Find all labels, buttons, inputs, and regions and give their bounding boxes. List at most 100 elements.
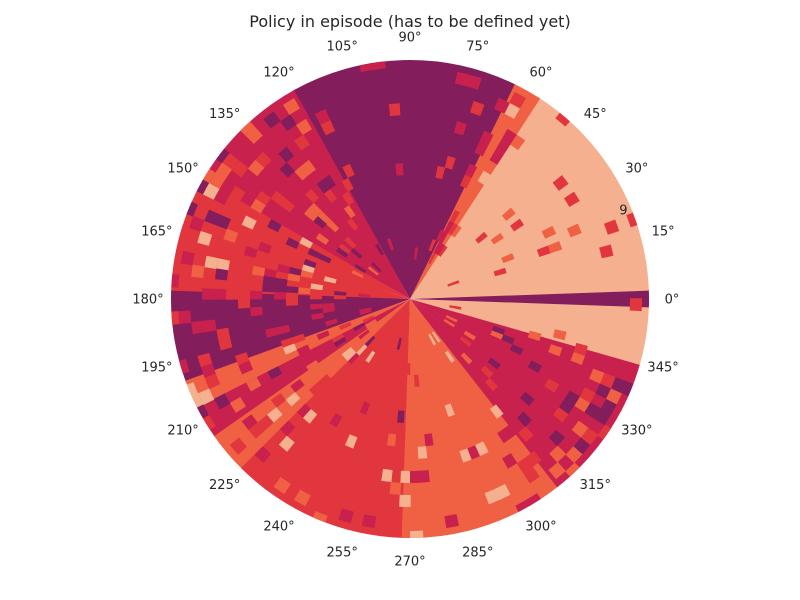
policy-cell-225 — [312, 510, 328, 523]
policy-cell-158 — [171, 311, 180, 325]
policy-cell-85 — [367, 266, 379, 276]
theta-tick-label-105: 105° — [327, 39, 358, 54]
policy-cell-207 — [229, 437, 248, 455]
policy-cell-194 — [229, 397, 246, 413]
policy-cell-253 — [431, 331, 441, 343]
policy-cell-61 — [322, 174, 336, 190]
policy-cell-18 — [451, 225, 462, 238]
policy-cell-292 — [595, 382, 612, 399]
policy-cell-116 — [223, 228, 239, 243]
policy-cell-307 — [629, 298, 642, 312]
policy-cell-10 — [563, 191, 580, 207]
policy-cell-171 — [179, 359, 190, 374]
theta-tick-labels: 0° 15° 30° 45° 60° 75° 90° 105° 120° 135° 150° 165°… — [132, 31, 679, 570]
policy-cell-210 — [308, 381, 323, 396]
policy-cell-15 — [501, 207, 516, 221]
policy-cell-195 — [203, 415, 216, 430]
policy-cell-252 — [526, 493, 541, 506]
policy-cell-190 — [213, 393, 231, 410]
policy-cell-105 — [196, 179, 210, 195]
policy-cell-222 — [294, 489, 311, 507]
policy-cell-111 — [215, 214, 231, 230]
policy-cell-216 — [254, 446, 272, 464]
policy-cell-236 — [410, 470, 421, 483]
policy-cell-49 — [371, 61, 386, 70]
theta-tick-label-150: 150° — [167, 162, 198, 177]
policy-cell-100 — [202, 168, 216, 184]
policy-cell-59 — [282, 98, 300, 115]
policy-cell-168 — [359, 309, 373, 316]
policy-cell-247 — [475, 441, 489, 457]
policy-cell-87 — [280, 198, 295, 213]
policy-cell-188 — [267, 366, 283, 380]
policy-cell-279 — [597, 424, 611, 440]
policy-cell-144 — [310, 293, 323, 300]
policy-sector-13 — [410, 299, 559, 506]
policy-cell-101 — [299, 237, 314, 249]
policy-cell-41 — [444, 155, 456, 170]
policy-cell-181 — [186, 382, 199, 397]
policy-cell-55 — [341, 177, 354, 192]
policy-cell-208 — [344, 349, 357, 362]
policy-cell-17 — [438, 245, 448, 257]
policy-cell-130 — [180, 250, 195, 266]
policy-cell-276 — [571, 420, 589, 438]
policy-cell-186 — [352, 322, 366, 332]
policy-cell-269 — [548, 429, 566, 447]
policy-cell-103 — [213, 189, 230, 206]
policy-cell-153 — [238, 299, 251, 309]
policy-cell-145 — [286, 292, 299, 300]
policy-cell-303 — [527, 330, 542, 342]
policy-cell-73 — [245, 126, 263, 144]
policy-cell-275 — [552, 406, 569, 423]
policy-cell-288 — [579, 387, 596, 403]
policy-cell-196 — [366, 320, 378, 330]
policy-sector-7 — [171, 290, 410, 383]
policy-cell-40 — [469, 100, 485, 117]
policy-cell-150 — [213, 288, 227, 300]
policy-cell-277 — [580, 427, 599, 446]
policy-cell-164 — [359, 307, 372, 313]
policy-cell-148 — [238, 289, 251, 300]
policy-cell-184 — [198, 388, 215, 406]
theta-tick-label-195: 195° — [141, 360, 172, 375]
policy-cell-34 — [460, 174, 472, 189]
policy-cell-215 — [279, 420, 296, 437]
policy-cell-243 — [444, 403, 455, 417]
policy-cell-146 — [273, 291, 287, 300]
policy-cell-5 — [603, 219, 620, 235]
policy-cell-86 — [338, 243, 351, 255]
policy-cell-78 — [317, 211, 331, 225]
policy-cell-257 — [523, 466, 540, 484]
policy-sector-1 — [410, 97, 649, 300]
policy-cell-121 — [323, 276, 337, 284]
policy-cell-298 — [610, 377, 627, 394]
policy-cell-147 — [250, 290, 263, 300]
policy-cell-304 — [573, 342, 588, 356]
policy-cell-166 — [265, 327, 279, 338]
policy-cell-249 — [428, 333, 437, 346]
policy-cell-193 — [333, 337, 347, 348]
policy-cell-221 — [329, 413, 343, 428]
policy-cell-287 — [527, 360, 543, 373]
policy-cell-231 — [397, 410, 405, 423]
policy-cell-60 — [343, 205, 356, 219]
policy-cell-182 — [362, 315, 375, 323]
policy-cell-152 — [286, 299, 299, 306]
policy-cell-302 — [570, 351, 586, 365]
policy-cell-238 — [413, 374, 420, 387]
policy-texture — [171, 61, 642, 538]
policy-cell-142 — [171, 274, 180, 288]
policy-cell-136 — [358, 293, 371, 298]
policy-cell-134 — [215, 268, 229, 281]
theta-tick-label-285: 285° — [462, 546, 493, 561]
policy-cell-117 — [189, 215, 205, 232]
policy-cell-62 — [294, 134, 310, 151]
theta-tick-label-270: 270° — [394, 555, 425, 570]
policy-cell-43 — [466, 74, 482, 90]
policy-cell-45 — [454, 71, 471, 87]
policy-cell-189 — [246, 377, 262, 392]
policy-cell-126 — [263, 268, 277, 279]
policy-sector-8 — [185, 299, 410, 409]
policy-cell-75 — [371, 262, 382, 273]
